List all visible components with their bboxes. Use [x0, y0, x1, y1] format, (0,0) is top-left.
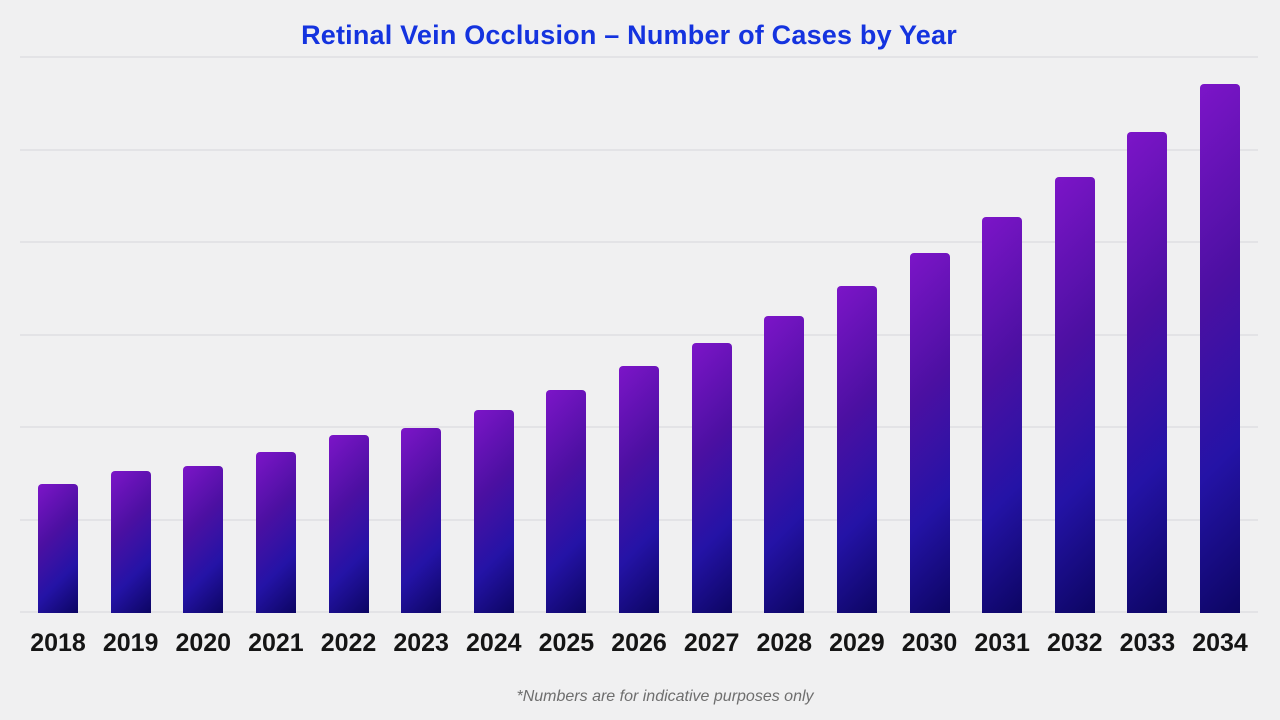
x-axis-label-text: 2025 [538, 629, 595, 657]
x-axis-label-text: 2027 [683, 629, 740, 657]
gridline [20, 56, 1258, 58]
chart-title: Retinal Vein Occlusion – Number of Cases… [301, 20, 957, 50]
x-axis-label: 2026 [611, 629, 667, 658]
bar [764, 316, 805, 613]
bar [909, 253, 950, 613]
x-axis-label-text: 2022 [320, 629, 377, 657]
bar [110, 471, 151, 613]
x-axis-labels: 2018 2019 2020 2021 2022 2023 2024 2025 2026 2027… [20, 629, 1258, 658]
gridline [20, 333, 1258, 336]
x-axis-label: 2031 [974, 629, 1030, 658]
x-axis-label-text: 2019 [102, 629, 159, 657]
x-axis-label-text: 2026 [611, 629, 667, 657]
x-axis-label-text: 2023 [393, 629, 449, 657]
x-axis-label: 2034 [1192, 629, 1248, 658]
x-axis-label-text: 2020 [175, 629, 232, 657]
x-axis-label-text: 2024 [465, 629, 522, 657]
x-axis-label-text: 2028 [756, 629, 813, 657]
x-axis-label: 2024 [466, 629, 522, 658]
plot-area [20, 56, 1258, 613]
x-axis-label-text: 2021 [248, 629, 304, 657]
footnote: *Numbers are for indicative purposes onl… [516, 688, 814, 705]
bar [183, 465, 224, 613]
bar [328, 435, 369, 613]
x-axis-label-text: 2033 [1119, 629, 1176, 657]
bar-series [20, 58, 1258, 613]
x-axis-label: 2022 [321, 629, 377, 658]
bar [38, 484, 78, 613]
x-axis-label-text: 2018 [30, 629, 86, 657]
x-axis-label-text: 2034 [1192, 629, 1248, 657]
x-axis-label: 2019 [103, 629, 159, 658]
bar [401, 428, 442, 613]
x-axis-label: 2033 [1120, 629, 1176, 658]
bar [1127, 132, 1168, 613]
bar [691, 342, 732, 613]
x-axis-label: 2021 [248, 629, 304, 658]
x-axis-label: 2028 [756, 629, 812, 658]
bar [836, 285, 877, 613]
x-axis-label: 2023 [393, 629, 449, 658]
x-axis-label-text: 2031 [974, 629, 1030, 657]
x-axis-label: 2018 [30, 629, 86, 658]
bar [255, 452, 296, 613]
x-axis-label-text: 2032 [1046, 629, 1103, 657]
gridline [20, 148, 1258, 151]
x-axis-label: 2030 [902, 629, 958, 658]
gridline [20, 241, 1258, 243]
x-axis-label: 2029 [829, 629, 885, 658]
x-axis-label-text: 2029 [829, 629, 885, 657]
x-axis-label: 2032 [1047, 629, 1103, 658]
x-axis-label-text: 2030 [901, 629, 958, 657]
x-axis-label: 2025 [539, 629, 595, 658]
x-axis-label: 2020 [175, 629, 231, 658]
bar [982, 217, 1023, 613]
bar [473, 410, 514, 613]
bar [619, 366, 659, 613]
bar [546, 390, 587, 613]
bar [1054, 177, 1095, 613]
bar [1200, 83, 1240, 613]
x-axis-label: 2027 [684, 629, 740, 658]
